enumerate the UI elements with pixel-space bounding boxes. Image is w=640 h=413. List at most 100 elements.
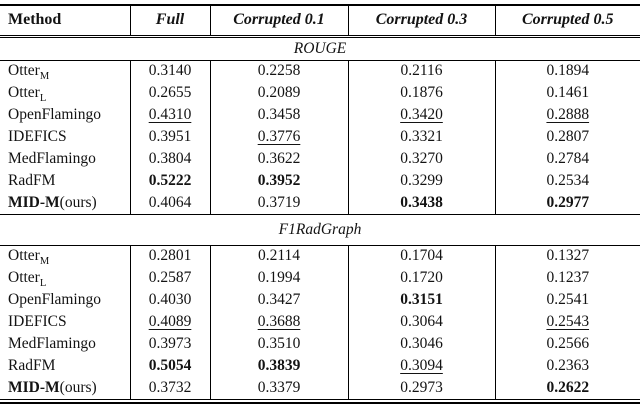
benchmark-table: Method Full Corrupted 0.1 Corrupted 0.3 … [0,4,640,400]
value-cell: 0.4310 [129,104,210,126]
results-table: Method Full Corrupted 0.1 Corrupted 0.3 … [0,4,640,404]
method-name: Otter [8,62,40,80]
method-cell: IDEFICS [0,126,130,148]
value-cell: 0.2807 [494,126,640,148]
value-cell: 0.2888 [494,104,640,126]
value-text: 0.3776 [257,128,301,145]
method-name: IDEFICS [8,128,67,145]
method-subscript: M [39,71,50,83]
value-cell: 0.3427 [209,289,348,311]
value-text: 0.2587 [148,269,192,286]
value-text: 0.2801 [148,247,192,265]
value-cell: 0.3321 [347,126,495,148]
col-header-method: Method [8,11,62,29]
method-name: Otter [8,269,40,286]
col-header-corrupted-01: Corrupted 0.1 [209,5,348,36]
value-text: 0.3839 [257,357,301,374]
value-cell: 0.1876 [347,82,495,104]
value-text: 0.3458 [257,106,301,123]
value-text: 0.4089 [148,313,192,330]
value-cell: 0.3839 [209,355,348,377]
section-row: F1RadGraph [0,213,640,246]
value-cell: 0.2089 [209,82,348,104]
value-text: 0.2566 [546,335,590,352]
value-cell: 0.1704 [347,245,495,267]
value-cell: 0.2784 [494,148,640,170]
table-row: RadFM 0.5054 0.3839 0.3094 0.2363 [0,355,640,377]
method-name: MedFlamingo [8,335,96,352]
value-text: 0.3804 [148,150,192,167]
value-cell: 0.3688 [209,311,348,333]
method-cell: OtterL [0,82,130,104]
value-cell: 0.3622 [209,148,348,170]
method-suffix: (ours) [59,193,97,211]
table-row: OtterL 0.2655 0.2089 0.1876 0.1461 [0,82,640,104]
value-text: 0.3622 [257,150,301,167]
value-text: 0.2977 [546,193,590,211]
table-row: OtterM 0.2801 0.2114 0.1704 0.1327 [0,245,640,267]
method-cell: MID-M(ours) [0,377,130,400]
method-cell: OtterL [0,267,130,289]
value-cell: 0.1720 [347,267,495,289]
method-cell: MedFlamingo [0,333,130,355]
method-suffix: (ours) [59,378,97,396]
value-text: 0.2973 [400,378,443,396]
value-text: 0.4310 [148,106,192,123]
value-cell: 0.4064 [129,192,210,214]
value-text: 0.3094 [400,357,443,374]
value-cell: 0.2587 [129,267,210,289]
value-text: 0.2655 [148,84,192,101]
method-cell: MID-M(ours) [0,192,130,214]
value-cell: 0.3151 [347,289,495,311]
table-row: MedFlamingo 0.3973 0.3510 0.3046 0.2566 [0,333,640,355]
method-cell: MedFlamingo [0,148,130,170]
value-cell: 0.2655 [129,82,210,104]
value-cell: 0.3510 [209,333,348,355]
value-text: 0.3952 [257,172,301,189]
value-cell: 0.3776 [209,126,348,148]
value-cell: 0.3804 [129,148,210,170]
value-cell: 0.2116 [347,60,495,82]
value-text: 0.3270 [400,150,443,167]
value-text: 0.3973 [148,335,192,352]
value-cell: 0.5054 [129,355,210,377]
value-cell: 0.3719 [209,192,348,214]
value-text: 0.4030 [148,291,192,308]
value-text: 0.1994 [257,269,301,286]
method-cell: OtterM [0,245,130,267]
value-text: 0.3140 [148,62,192,80]
method-name: IDEFICS [8,313,67,330]
value-text: 0.2089 [257,84,301,101]
col-header-corrupted-03: Corrupted 0.3 [347,5,495,36]
value-text: 0.3951 [148,128,192,145]
table-row: RadFM 0.5222 0.3952 0.3299 0.2534 [0,170,640,192]
method-name: MID-M [8,378,60,396]
value-cell: 0.3438 [347,192,495,214]
value-text: 0.1461 [546,84,590,101]
value-cell: 0.3973 [129,333,210,355]
table-row: IDEFICS 0.3951 0.3776 0.3321 0.2807 [0,126,640,148]
value-text: 0.1876 [400,84,443,101]
value-text: 0.3321 [400,128,443,145]
header-row: Method Full Corrupted 0.1 Corrupted 0.3 … [0,5,640,36]
value-cell: 0.2566 [494,333,640,355]
value-text: 0.3427 [257,291,301,308]
value-cell: 0.2534 [494,170,640,192]
value-text: 0.1720 [400,269,443,286]
value-cell: 0.3732 [129,377,210,400]
value-cell: 0.3951 [129,126,210,148]
value-text: 0.1704 [400,247,443,265]
table-row: OpenFlamingo 0.4310 0.3458 0.3420 0.2888 [0,104,640,126]
value-cell: 0.1237 [494,267,640,289]
value-cell: 0.2622 [494,377,640,400]
value-text: 0.3046 [400,335,443,352]
value-cell: 0.4030 [129,289,210,311]
value-cell: 0.5222 [129,170,210,192]
method-cell: OtterM [0,60,130,82]
method-name: Otter [8,247,40,265]
value-cell: 0.3379 [209,377,348,400]
value-text: 0.5054 [148,357,192,374]
value-cell: 0.2977 [494,192,640,214]
value-text: 0.3688 [257,313,301,330]
value-text: 0.3299 [400,172,443,189]
